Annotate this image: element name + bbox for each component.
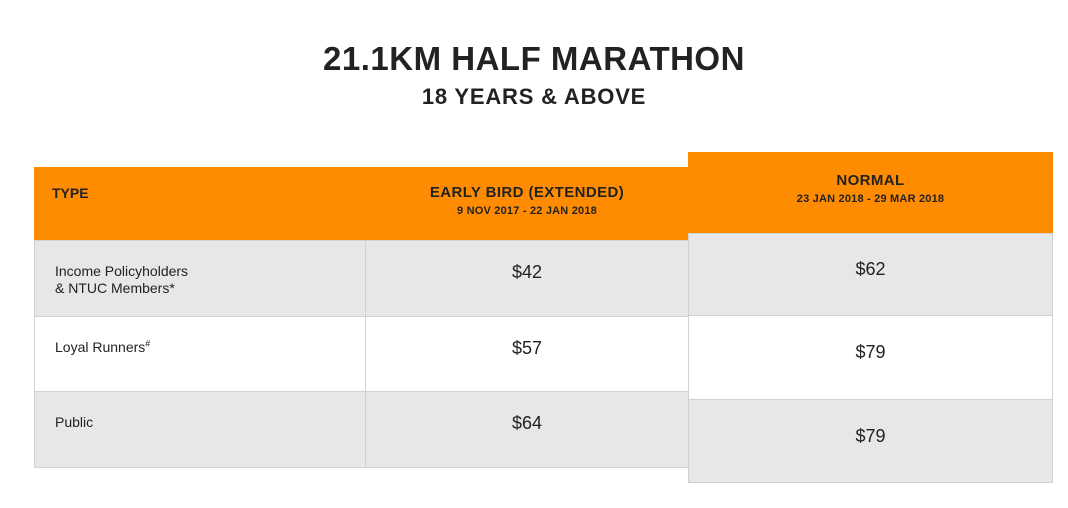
header-normal-title: NORMAL [836, 172, 905, 189]
header-normal: NORMAL 23 JAN 2018 - 29 MAR 2018 [688, 152, 1053, 233]
row-type-label: Loyal Runners [55, 339, 146, 355]
row-type-label: Public [55, 414, 94, 430]
row-type-footnote-mark: # [145, 338, 151, 349]
row-type-label: Income Policyholders [55, 263, 189, 279]
table-row-type: Income Policyholders & NTUC Members* [34, 240, 366, 317]
header-type: TYPE [34, 167, 366, 240]
price-early-bird: $64 [365, 391, 689, 468]
header-early-bird: EARLY BIRD (EXTENDED) 9 NOV 2017 - 22 JA… [366, 167, 688, 240]
price-early-bird: $42 [365, 240, 689, 317]
header-early-bird-dates: 9 NOV 2017 - 22 JAN 2018 [457, 205, 597, 217]
row-type-label: & NTUC Members* [55, 280, 175, 296]
price-early-bird: $57 [365, 316, 689, 392]
table-row-type: Public [34, 391, 366, 468]
table-row-type: Loyal Runners# [34, 316, 366, 392]
price-normal: $79 [688, 315, 1053, 400]
page-title: 21.1KM HALF MARATHON [323, 40, 745, 77]
page-subtitle: 18 YEARS & ABOVE [421, 84, 647, 109]
price-normal: $79 [688, 399, 1053, 483]
header-normal-dates: 23 JAN 2018 - 29 MAR 2018 [796, 193, 945, 205]
price-normal: $62 [688, 233, 1053, 316]
header-early-bird-title: EARLY BIRD (EXTENDED) [429, 184, 625, 201]
